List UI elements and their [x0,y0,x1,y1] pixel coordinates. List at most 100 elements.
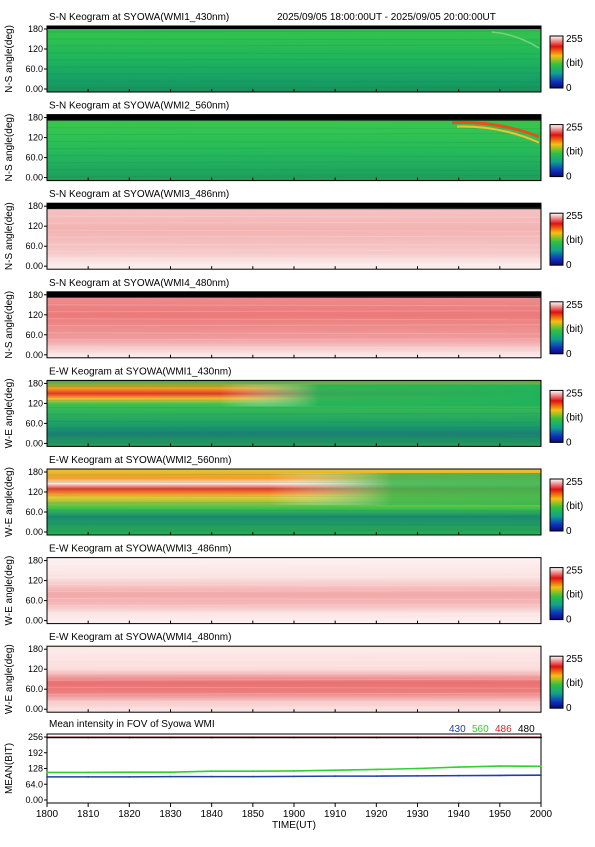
colorbar-unit-label: (bit) [566,324,583,335]
colorbar-max-label: 255 [566,388,583,399]
keogram-texture [46,700,542,703]
y-tick-label: 120 [28,664,43,674]
data-point [334,775,337,778]
data-point [251,775,254,778]
colorbar-unit-label: (bit) [566,58,583,69]
keogram-title: S-N Keogram at SYOWA(WMI4_480nm) [49,278,229,289]
keogram-texture [46,598,542,601]
colorbar [549,124,564,178]
keogram-image [47,291,541,358]
keogram-texture [46,440,542,443]
y-tick-label: 0.00 [25,173,43,183]
y-axis-label: N-S angle(deg) [4,291,15,359]
series-480 [46,736,542,739]
y-tick-label: 60.0 [25,507,43,517]
colorbar-min-label: 0 [566,260,572,271]
keogram-texture [46,562,542,565]
keogram-image [47,646,541,713]
keogram-texture [46,672,542,675]
keogram-texture [46,332,542,335]
data-point [169,771,172,774]
y-tick-label: 0.00 [25,350,43,360]
y-tick-label: 180 [28,378,43,388]
x-tick-label: 1920 [365,809,388,820]
mean-panel-title: Mean intensity in FOV of Syowa WMI [49,719,215,730]
keogram-texture [46,678,542,681]
y-tick-label: 0.00 [25,704,43,714]
keogram-mask-strip [47,114,541,121]
keogram-texture [46,52,542,55]
y-tick-label: 180 [28,290,43,300]
colorbar [549,655,564,709]
keogram-texture [46,658,542,661]
keogram-texture [46,612,542,615]
colorbar-min-label: 0 [566,83,572,94]
y-tick-label: 180 [28,113,43,123]
data-point [210,770,213,773]
keogram-image [47,26,541,92]
x-axis-label: TIME(UT) [272,820,316,831]
keogram-texture [46,30,542,33]
data-point [498,774,501,777]
y-axis-label: W-E angle(deg) [4,556,15,626]
keogram-texture [46,221,542,224]
legend-entry-430: 430 [449,724,466,735]
colorbar-min-label: 0 [566,526,572,537]
data-point [210,736,213,739]
keogram-texture [46,133,542,136]
colorbar [549,389,564,443]
keogram-texture [46,141,542,144]
colorbar [549,35,564,89]
data-point [416,774,419,777]
series-560 [46,765,542,774]
x-tick-label: 1940 [448,809,471,820]
keogram-texture [46,304,542,307]
keogram-title: S-N Keogram at SYOWA(WMI3_486nm) [49,189,229,200]
y-tick-label: 128 [28,764,43,774]
keogram-texture [46,119,542,122]
keogram-mask-strip [47,26,541,29]
keogram-texture [46,175,542,178]
colorbar-max-label: 255 [566,211,583,222]
legend-entry-486: 486 [495,724,512,735]
y-axis-label: W-E angle(deg) [4,467,15,537]
keogram-title: E-W Keogram at SYOWA(WMI2_560nm) [49,455,231,466]
faint-arc [491,31,540,49]
data-point [46,736,48,739]
colorbar-max-label: 255 [566,300,583,311]
colorbar [549,301,564,355]
data-point [128,736,131,739]
x-tick-label: 2000 [530,809,553,820]
keogram-panel-3: S-N Keogram at SYOWA(WMI3_486nm) 180 120 60… [4,189,583,271]
y-tick-label: 0.00 [25,84,43,94]
colorbar-min-label: 0 [566,349,572,360]
data-point [498,765,501,767]
y-axis-label: MEAN(BIT) [4,743,15,794]
x-tick-label: 1800 [36,809,59,820]
data-point [457,766,460,768]
keogram-image [47,203,541,270]
keogram-texture [46,243,542,246]
y-axis-label: N-S angle(deg) [4,25,15,93]
keogram-texture [46,686,542,689]
data-point [128,775,131,778]
keogram-panel-8: E-W Keogram at SYOWA(WMI4_480nm) 180 120 60… [4,632,583,714]
data-point [87,736,90,739]
time-range-header: 2025/09/05 18:00:00UT - 2025/09/05 20:00… [277,12,496,23]
keogram-texture [46,523,542,526]
keogram-texture [46,650,542,653]
colorbar-unit-label: (bit) [566,590,583,601]
keogram-title: E-W Keogram at SYOWA(WMI1_430nm) [49,366,231,377]
x-tick-label: 1900 [283,809,306,820]
colorbar-min-label: 0 [566,437,572,448]
keogram-texture [46,420,542,423]
data-point [293,775,295,778]
colorbar-unit-label: (bit) [566,235,583,246]
y-tick-label: 180 [28,556,43,566]
keogram-texture [46,406,542,409]
y-tick-label: 120 [28,398,43,408]
keogram-texture [46,207,542,210]
keogram-texture [46,352,542,355]
keogram-texture [46,706,542,709]
data-point [128,771,131,774]
